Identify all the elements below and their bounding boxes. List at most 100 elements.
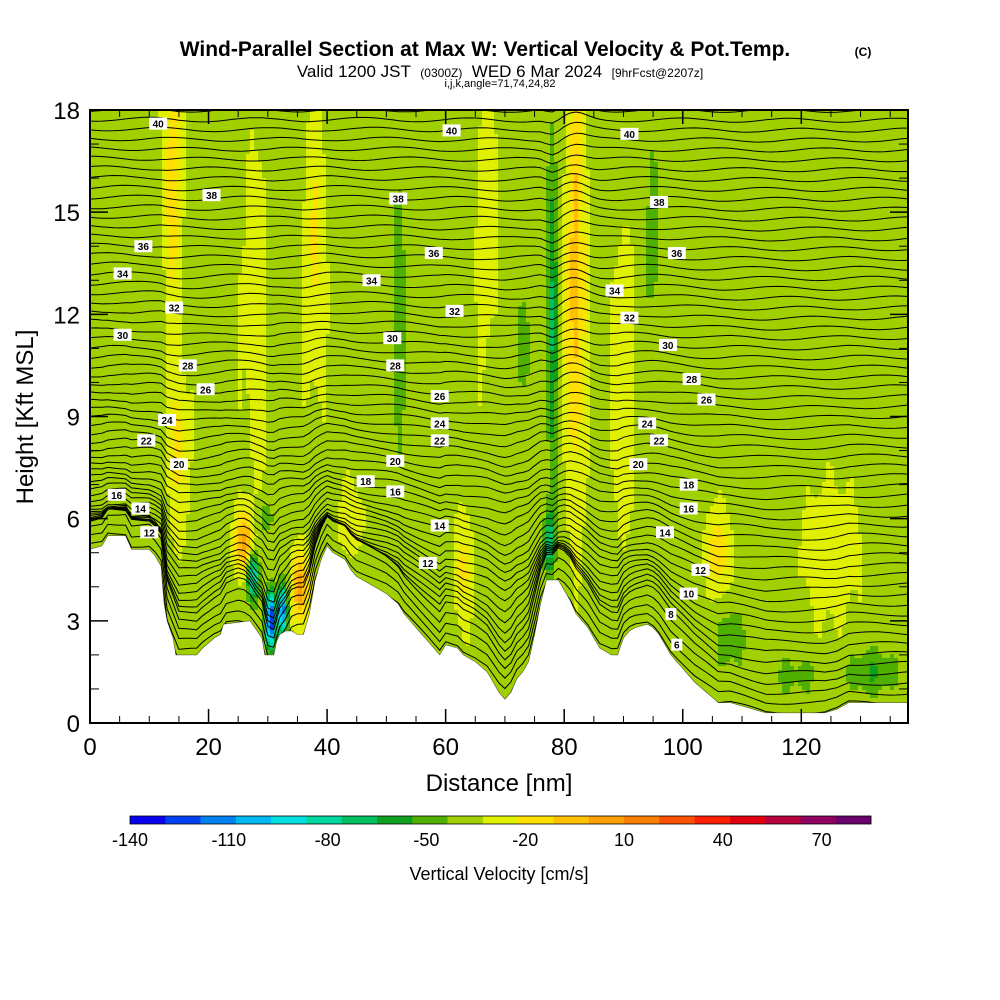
velocity-cell [126,422,131,427]
velocity-cell [102,406,107,411]
velocity-cell [146,450,151,455]
velocity-cell [154,442,159,447]
velocity-cell [150,222,155,227]
velocity-cell [190,394,195,399]
velocity-cell [98,306,103,311]
velocity-cell [218,314,223,319]
velocity-cell [142,334,147,339]
velocity-cell [158,194,163,199]
velocity-cell [194,170,199,175]
velocity-cell [186,446,191,451]
velocity-cell [202,398,207,403]
velocity-cell [98,230,103,235]
velocity-cell [158,378,163,383]
velocity-cell [102,486,107,491]
velocity-cell [194,318,199,323]
velocity-cell [98,542,103,547]
velocity-cell [94,182,99,187]
velocity-cell [194,202,199,207]
velocity-cell [98,314,103,319]
velocity-cell [118,378,123,383]
velocity-cell [110,342,115,347]
velocity-cell [194,134,199,139]
velocity-cell [142,142,147,147]
velocity-cell [114,462,119,467]
velocity-cell [154,418,159,423]
velocity-cell [162,462,167,467]
velocity-cell [190,202,195,207]
velocity-cell [134,222,139,227]
velocity-cell [130,378,135,383]
velocity-cell [194,606,199,611]
velocity-cell [146,386,151,391]
velocity-cell [198,134,203,139]
velocity-cell [202,402,207,407]
velocity-cell [110,414,115,419]
velocity-cell [194,526,199,531]
velocity-cell [210,482,215,487]
velocity-cell [90,146,95,151]
velocity-cell [214,358,219,363]
velocity-cell [150,350,155,355]
velocity-cell [166,334,171,339]
velocity-cell [130,418,135,423]
velocity-cell [198,266,203,271]
velocity-cell [186,154,191,159]
velocity-cell [202,290,207,295]
velocity-cell [110,302,115,307]
velocity-cell [166,210,171,215]
velocity-cell [118,142,123,147]
velocity-cell [114,422,119,427]
velocity-cell [118,262,123,267]
velocity-cell [186,338,191,343]
velocity-cell [130,206,135,211]
velocity-cell [198,314,203,319]
velocity-cell [98,250,103,255]
velocity-cell [158,518,163,523]
velocity-cell [126,354,131,359]
velocity-cell [118,442,123,447]
velocity-cell [134,410,139,415]
velocity-cell [194,274,199,279]
velocity-cell [122,314,127,319]
velocity-cell [186,274,191,279]
velocity-cell [142,306,147,311]
velocity-cell [106,434,111,439]
velocity-cell [182,146,187,151]
velocity-cell [90,350,95,355]
velocity-cell [202,510,207,515]
velocity-cell [186,450,191,455]
velocity-cell [186,298,191,303]
velocity-cell [174,646,179,651]
velocity-cell [186,210,191,215]
velocity-cell [154,110,159,115]
velocity-cell [194,390,199,395]
velocity-cell [194,222,199,227]
velocity-cell [102,158,107,163]
velocity-cell [202,350,207,355]
velocity-cell [118,342,123,347]
velocity-cell [194,290,199,295]
velocity-cell [214,274,219,279]
velocity-cell [134,230,139,235]
velocity-cell [182,222,187,227]
velocity-cell [150,402,155,407]
velocity-cell [182,310,187,315]
velocity-cell [190,518,195,523]
velocity-cell [142,282,147,287]
velocity-cell [214,566,219,571]
velocity-cell [170,174,175,179]
velocity-cell [214,382,219,387]
velocity-cell [206,230,211,235]
velocity-cell [186,554,191,559]
velocity-cell [166,362,171,367]
velocity-cell [186,314,191,319]
velocity-cell [94,230,99,235]
velocity-cell [130,426,135,431]
velocity-cell [182,542,187,547]
velocity-cell [186,594,191,599]
velocity-cell [206,354,211,359]
velocity-cell [194,586,199,591]
velocity-cell [214,362,219,367]
velocity-cell [94,322,99,327]
